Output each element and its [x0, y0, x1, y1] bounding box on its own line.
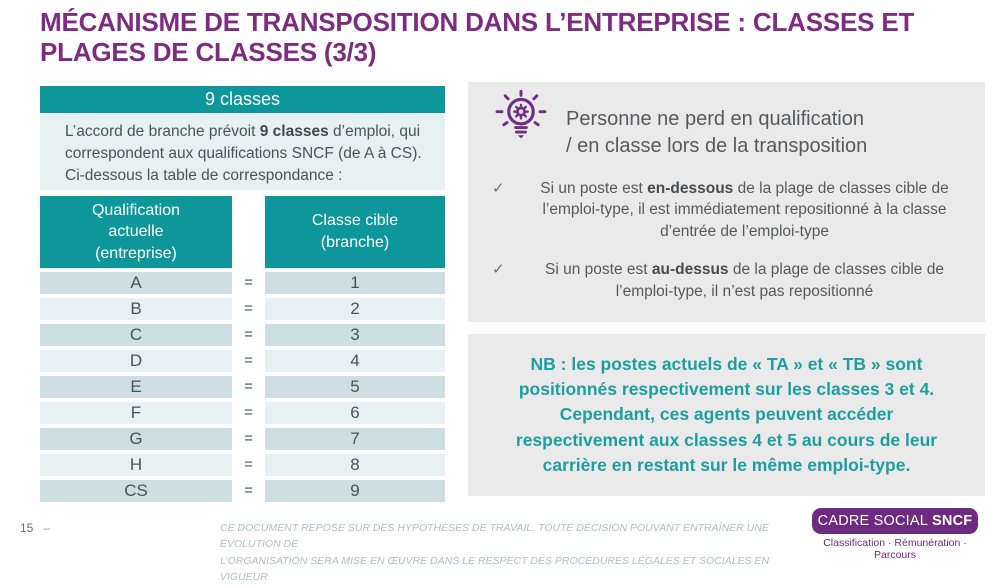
logo-tagline: Classification · Rémunération · Parcours [823, 537, 967, 561]
checkmark-icon: ✓ [492, 180, 505, 197]
intro-text: L’accord de branche prévoit 9 classes d’… [40, 113, 445, 190]
equals-sign: = [244, 274, 253, 291]
classe-cell: 1 [265, 272, 445, 294]
qualification-cell: D [40, 350, 232, 372]
logo-badge: CADRE SOCIAL SNCF [812, 508, 978, 534]
equals-sign: = [244, 326, 253, 343]
table-row: H = 8 [40, 454, 445, 476]
bullet-text-post: de la plage de classes cible de l’emploi… [542, 180, 949, 240]
qualification-cell: C [40, 324, 232, 346]
page-title: MÉCANISME DE TRANSPOSITION DANS L’ENTREP… [40, 7, 915, 68]
nb-text: NB : les postes actuels de « TA » et « T… [515, 353, 938, 476]
table-row: A = 1 [40, 272, 445, 294]
nine-classes-header: 9 classes [40, 86, 445, 113]
classe-cell: 5 [265, 376, 445, 398]
nb-note: NB : les postes actuels de « TA » et « T… [468, 334, 985, 496]
bullet-text-bold: en-dessous [647, 180, 734, 197]
classe-cell: 9 [265, 480, 445, 502]
table-row: F = 6 [40, 402, 445, 424]
qualification-cell: A [40, 272, 232, 294]
logo-text-bold: SNCF [932, 513, 973, 529]
bullet-text: Si un poste est au-dessus de la plage de… [522, 259, 967, 302]
bullet-text-bold: au-dessus [651, 261, 729, 279]
bullet-text-post: de la plage de classes cible de l’emploi… [615, 261, 944, 300]
qualification-header-cell: Qualification actuelle (entreprise) [40, 196, 232, 268]
qualification-cell: G [40, 428, 232, 450]
table-row: D = 4 [40, 350, 445, 372]
logo-text-regular: CADRE SOCIAL [817, 513, 929, 529]
equals-sign: = [244, 404, 253, 421]
bullet-text: Si un poste est en-dessous de la plage d… [522, 178, 967, 242]
table-row: B = 2 [40, 298, 445, 320]
classe-cell: 7 [265, 428, 445, 450]
qualification-cell: E [40, 376, 232, 398]
callout-bullets: ✓ Si un poste est en-dessous de la plage… [492, 178, 967, 319]
bullet-text-pre: Si un poste est [540, 180, 648, 197]
lightbulb-gear-icon [495, 89, 547, 139]
list-item: ✓ Si un poste est au-dessus de la plage … [492, 259, 967, 302]
qualification-cell: CS [40, 480, 232, 502]
classe-cell: 2 [265, 298, 445, 320]
intro-text-post: d’emploi, qui correspondent aux qualific… [65, 123, 422, 184]
qualification-cell: F [40, 402, 232, 424]
equals-sign: = [244, 430, 253, 447]
table-row: C = 3 [40, 324, 445, 346]
correspondence-table: A = 1 B = 2 C = 3 D = 4 E = 5 F = 6 G = 7 H = 8 CS = 9 [40, 272, 445, 502]
equals-sign: = [244, 378, 253, 395]
equals-sign: = [244, 300, 253, 317]
equals-sign: = [244, 456, 253, 473]
classe-cell: 4 [265, 350, 445, 372]
footer-dash: – [43, 521, 51, 535]
classe-cell: 6 [265, 402, 445, 424]
list-item: ✓ Si un poste est en-dessous de la plage… [492, 178, 967, 242]
checkmark-icon: ✓ [492, 261, 505, 279]
bullet-text-pre: Si un poste est [545, 261, 652, 279]
qualification-cell: H [40, 454, 232, 476]
page-number: 15– [20, 521, 50, 535]
disclaimer-text: CE DOCUMENT REPOSE SUR DES HYPOTHÈSES DE… [220, 522, 770, 583]
table-row: E = 5 [40, 376, 445, 398]
qualification-cell: B [40, 298, 232, 320]
idea-callout: Personne ne perd en qualification / en c… [468, 82, 985, 322]
callout-heading: Personne ne perd en qualification / en c… [566, 108, 868, 157]
page-number-value: 15 [20, 521, 34, 535]
classe-cell: 8 [265, 454, 445, 476]
table-row: CS = 9 [40, 480, 445, 502]
table-row: G = 7 [40, 428, 445, 450]
intro-text-pre: L’accord de branche prévoit [65, 123, 260, 140]
intro-text-bold: 9 classes [259, 123, 329, 140]
equals-sign: = [244, 352, 253, 369]
classe-cell: 3 [265, 324, 445, 346]
equals-sign: = [244, 482, 253, 499]
classe-cible-header-cell: Classe cible (branche) [265, 196, 445, 268]
